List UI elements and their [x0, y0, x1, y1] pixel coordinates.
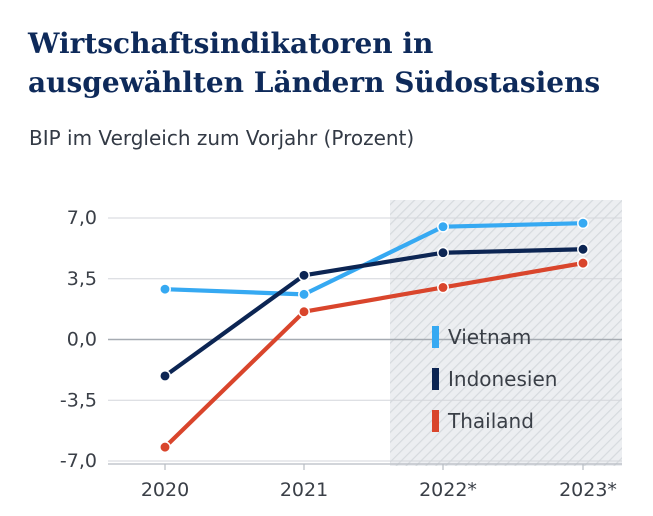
x-tick-label: 2021	[280, 479, 328, 501]
x-tick-label: 2022*	[419, 479, 477, 501]
y-tick-label: 7,0	[67, 207, 97, 229]
chart-title-line-1: Wirtschaftsindikatoren in	[28, 27, 434, 60]
legend-swatch-vietnam	[432, 326, 439, 348]
legend-swatch-indonesien	[432, 368, 439, 390]
x-tick-label: 2020	[141, 479, 189, 501]
series-line-thailand	[162, 261, 586, 450]
series-line-vietnam	[162, 221, 586, 297]
data-point-thailand	[577, 257, 589, 270]
legend-swatch-thailand	[432, 410, 439, 432]
data-point-thailand	[159, 441, 171, 454]
legend-label-vietnam: Vietnam	[448, 325, 531, 349]
series-line-indonesien	[162, 247, 586, 379]
legend-label-indonesien: Indonesien	[448, 367, 557, 391]
data-point-vietnam	[298, 288, 310, 301]
data-point-vietnam	[437, 220, 449, 233]
data-point-indonesien	[159, 370, 171, 382]
data-point-thailand	[298, 305, 310, 318]
y-tick-label: 3,5	[67, 268, 97, 290]
chart-title-line-2: ausgewählten Ländern Südostasiens	[28, 66, 601, 99]
legend-label-thailand: Thailand	[447, 409, 534, 433]
chart-title: Wirtschaftsindikatoren in ausgewählten L…	[28, 24, 638, 102]
y-tick-label: -3,5	[60, 389, 97, 411]
x-tick-label: 2023*	[559, 479, 617, 501]
data-point-vietnam	[577, 217, 589, 230]
data-point-indonesien	[437, 246, 449, 259]
y-tick-label: 0,0	[67, 329, 97, 351]
data-point-indonesien	[577, 243, 589, 256]
data-point-vietnam	[159, 283, 171, 296]
chart-subtitle: BIP im Vergleich zum Vorjahr (Prozent)	[29, 126, 415, 150]
data-point-thailand	[437, 281, 449, 294]
y-tick-label: -7,0	[60, 450, 97, 472]
data-point-indonesien	[298, 269, 310, 282]
